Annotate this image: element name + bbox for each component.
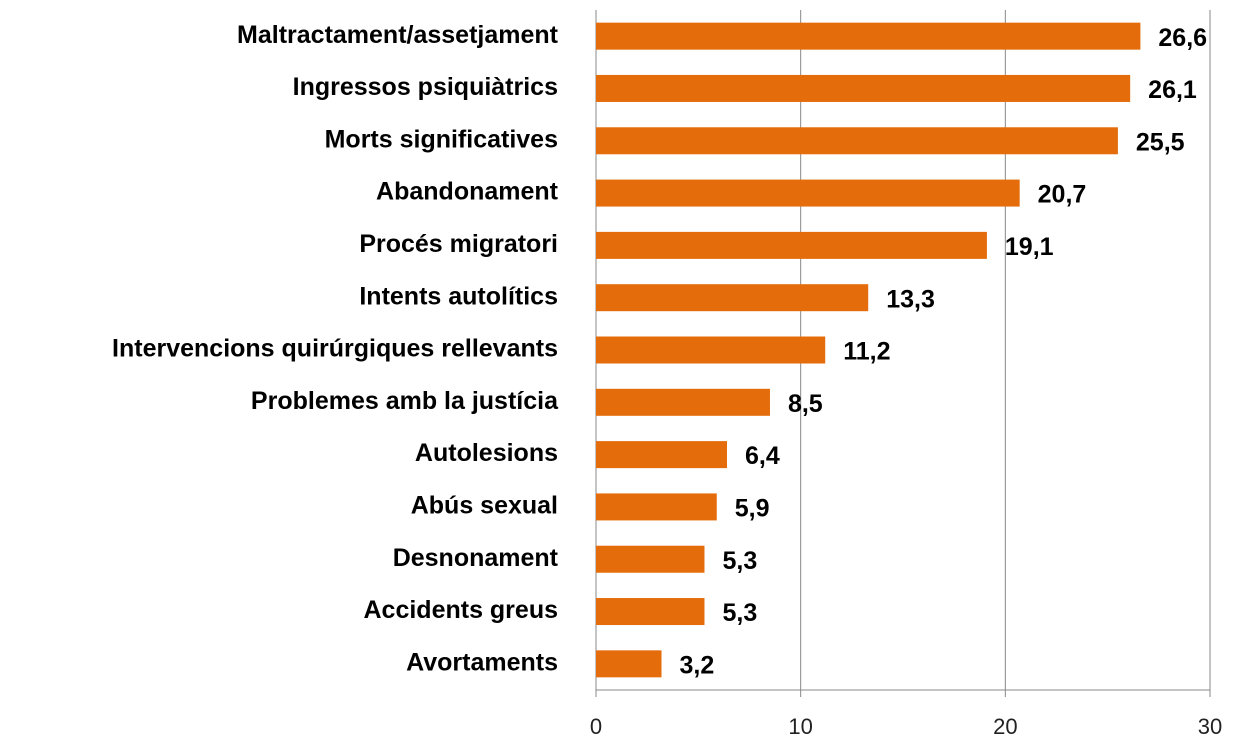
x-tick-label: 0 bbox=[590, 714, 602, 739]
bar bbox=[596, 545, 705, 573]
y-tick-label: Ingressos psiquiàtrics bbox=[293, 73, 558, 101]
value-label: 19,1 bbox=[1005, 233, 1054, 261]
bar bbox=[596, 127, 1118, 155]
bar bbox=[596, 179, 1020, 207]
bar bbox=[596, 388, 770, 416]
value-label: 5,3 bbox=[722, 599, 757, 627]
y-tick-label: Abús sexual bbox=[411, 492, 558, 520]
value-label: 26,6 bbox=[1158, 24, 1207, 52]
x-tick-label: 20 bbox=[993, 714, 1017, 739]
y-tick-label: Problemes amb la justícia bbox=[251, 387, 559, 415]
bar bbox=[596, 493, 717, 521]
y-tick-label: Accidents greus bbox=[363, 596, 558, 624]
bar bbox=[596, 284, 869, 312]
value-label: 13,3 bbox=[886, 285, 935, 313]
bar bbox=[596, 22, 1141, 50]
bar bbox=[596, 598, 705, 626]
y-tick-label: Intents autolítics bbox=[359, 282, 558, 310]
y-tick-label: Desnonament bbox=[393, 544, 559, 572]
y-tick-label: Procés migratori bbox=[359, 230, 558, 258]
value-label: 11,2 bbox=[843, 338, 890, 366]
value-label: 3,2 bbox=[679, 651, 714, 679]
y-tick-label: Maltractament/assetjament bbox=[237, 21, 559, 49]
y-tick-label: Abandonament bbox=[376, 178, 559, 206]
y-tick-label: Intervencions quirúrgiques rellevants bbox=[112, 335, 558, 363]
value-label: 20,7 bbox=[1038, 181, 1087, 209]
x-tick-label: 30 bbox=[1198, 714, 1222, 739]
value-label: 25,5 bbox=[1136, 128, 1185, 156]
bar bbox=[596, 74, 1131, 102]
value-label: 6,4 bbox=[745, 442, 780, 470]
y-tick-label: Autolesions bbox=[415, 439, 558, 467]
y-tick-label: Avortaments bbox=[406, 648, 558, 676]
y-tick-label: Morts significatives bbox=[325, 125, 558, 153]
value-label: 5,9 bbox=[735, 495, 770, 523]
bar bbox=[596, 231, 987, 259]
bar bbox=[596, 336, 826, 364]
value-label: 26,1 bbox=[1148, 76, 1197, 104]
value-label: 8,5 bbox=[788, 390, 823, 418]
bar bbox=[596, 650, 662, 678]
value-label: 5,3 bbox=[722, 547, 757, 575]
x-tick-label: 10 bbox=[788, 714, 812, 739]
bar bbox=[596, 441, 727, 469]
